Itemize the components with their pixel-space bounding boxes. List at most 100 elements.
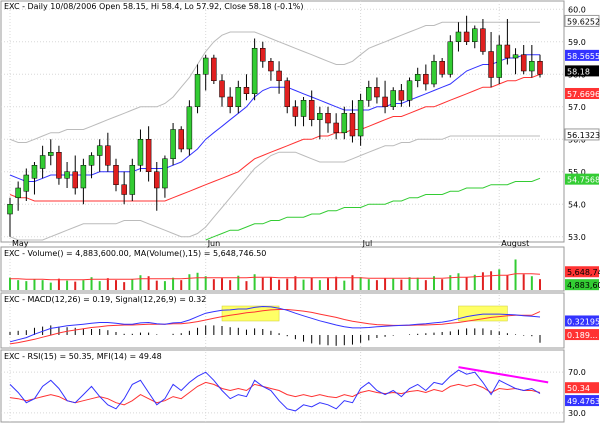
volume-header: EXC - Volume() = 4,883,600.00, MA(Volume…	[4, 249, 266, 258]
month-label: August	[501, 239, 529, 248]
candle-body	[317, 113, 323, 120]
volume-tag-label: 5,648,746	[567, 268, 600, 277]
candle-body	[276, 70, 282, 81]
candle-body	[284, 80, 290, 107]
candle-body	[333, 122, 339, 133]
candle-body	[186, 106, 193, 150]
candle-body	[398, 90, 405, 101]
macd-highlight	[221, 305, 280, 322]
macd-panel	[0, 292, 565, 349]
candle-body	[72, 171, 78, 189]
price-tag-box	[565, 49, 599, 61]
candle-body	[382, 96, 388, 107]
bollinger-lower-line	[9, 135, 540, 241]
candle-body	[178, 129, 184, 150]
candle-body	[88, 155, 95, 166]
price-tag-label: 54.7568	[567, 176, 600, 185]
price-tag-box	[565, 65, 599, 77]
price-tick-label: 54.0	[568, 200, 586, 209]
candle-body	[219, 80, 225, 98]
candle-body	[251, 48, 258, 94]
month-label: Jul	[362, 239, 373, 248]
candle-body	[64, 171, 70, 179]
rsi-tag-box	[565, 382, 599, 394]
price-tag-box	[565, 173, 599, 185]
candle-body	[56, 152, 62, 179]
candle-body	[194, 74, 201, 107]
rsi-tag-box	[565, 395, 599, 407]
rsi-trendline	[458, 366, 549, 384]
candle-body	[480, 28, 486, 52]
candle-body	[137, 139, 144, 166]
candle-body	[472, 28, 478, 42]
price-header: EXC - Daily 10/08/2006 Open 58.15, Hi 58…	[4, 2, 304, 11]
candle-body	[80, 165, 87, 189]
macd-tag-label: 0.321954	[567, 317, 600, 326]
candle-body	[170, 129, 176, 159]
macd-tag-box	[565, 315, 599, 327]
price-tag-box	[565, 87, 599, 99]
bollinger-upper-line	[9, 21, 540, 143]
candle-body	[341, 113, 348, 133]
rsi-panel	[0, 349, 565, 423]
candle-body	[423, 74, 429, 85]
candle-body	[529, 61, 535, 72]
candle-body	[366, 87, 372, 101]
candle-body	[431, 61, 437, 85]
month-label: May	[12, 239, 29, 248]
rsi-line	[9, 381, 541, 406]
ma-mid-line	[9, 73, 541, 202]
candle-body	[162, 158, 168, 189]
candle-body	[439, 61, 445, 75]
candle-body	[504, 44, 511, 59]
candle-body	[31, 165, 38, 179]
candle-body	[39, 155, 46, 169]
price-tick-label: 60.0	[568, 5, 586, 14]
rsi-tick-label: 30.0	[568, 409, 586, 418]
mfi-line	[9, 369, 541, 412]
price-tick-label: 53.0	[568, 233, 586, 242]
candle-body	[520, 54, 527, 72]
candle-body	[463, 31, 470, 42]
candle-body	[357, 100, 364, 137]
candle-body	[414, 74, 421, 81]
price-tick-label: 59.0	[568, 38, 586, 47]
candle-body	[202, 57, 209, 75]
price-tag-label: 59.6252	[567, 17, 600, 26]
candle-body	[15, 187, 21, 198]
candle-body	[292, 106, 299, 117]
volume-tag-box	[565, 266, 599, 278]
candle-body	[260, 48, 266, 62]
price-tick-label: 57.0	[568, 103, 586, 112]
candle-body	[211, 57, 217, 81]
candle-body	[488, 51, 494, 78]
macd-signal-line	[9, 309, 541, 345]
price-panel	[0, 0, 565, 243]
candle-body	[227, 96, 233, 107]
candle-body	[145, 139, 152, 172]
candle-body	[243, 87, 250, 94]
candle-body	[390, 90, 396, 107]
volume-ma-line	[10, 273, 541, 281]
macd-header: EXC - MACD(12,26) = 0.19, Signal(12,26,9…	[4, 295, 206, 304]
macd-line	[9, 305, 541, 343]
price-tag-label: 56.1323	[567, 131, 600, 140]
candle-body	[48, 152, 54, 156]
rsi-header: EXC - RSI(15) = 50.35, MFI(14) = 49.48	[4, 352, 162, 361]
candle-body	[447, 41, 454, 75]
price-tag-box	[564, 14, 600, 27]
rsi-tick-label: 70.0	[568, 368, 586, 377]
price-tag-label: 57.6696	[567, 90, 600, 99]
candle-body	[300, 100, 307, 117]
candle-body	[374, 87, 380, 98]
ma-short-line	[9, 54, 540, 182]
rsi-tag-label: 49.4763	[567, 397, 600, 406]
candle-body	[96, 145, 103, 156]
candle-body	[349, 113, 356, 137]
candle-body	[105, 145, 111, 166]
rsi-tag-label: 50.34	[567, 384, 590, 393]
month-label: Jun	[207, 239, 221, 248]
volume-panel	[0, 246, 565, 292]
volume-tag-label: 4,883,600	[567, 281, 600, 290]
